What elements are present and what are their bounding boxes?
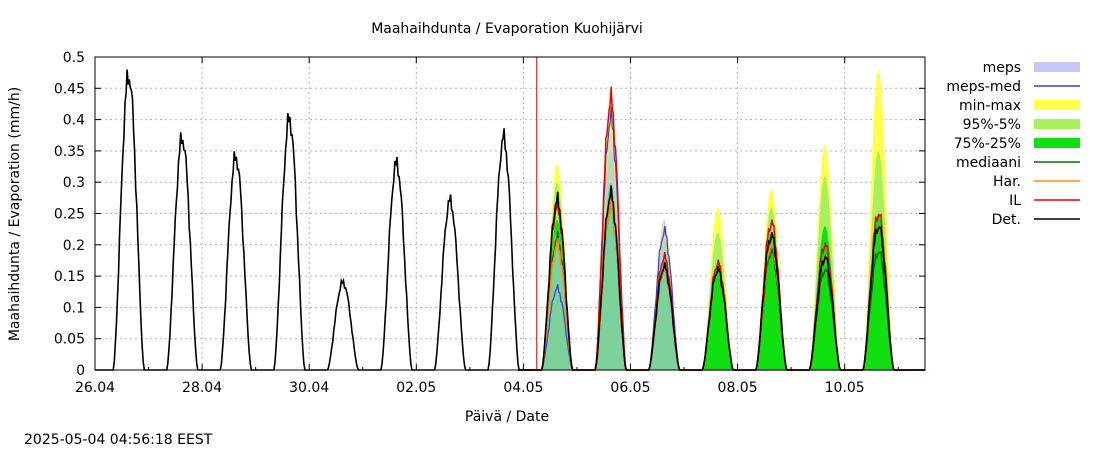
grid [95,57,925,370]
y-tick-label: 0.3 [63,175,85,191]
legend-label: meps [983,60,1021,76]
legend-swatch [1034,138,1080,148]
legend-label: meps-med [946,79,1021,95]
x-tick-label: 10.05 [825,380,865,396]
y-tick-label: 0.05 [54,332,85,348]
legend-swatch [1034,62,1080,72]
x-tick-label: 06.05 [610,380,650,396]
y-tick-label: 0.4 [63,113,85,129]
y-tick-label: 0.15 [54,269,85,285]
x-axis-label: Päivä / Date [465,409,549,425]
x-tick-label: 26.04 [75,380,115,396]
y-tick-label: 0.45 [54,81,85,97]
y-tick-label: 0.2 [63,238,85,254]
legend-label: Har. [993,174,1021,190]
y-tick-label: 0.25 [54,207,85,223]
x-tick-label: 02.05 [396,380,436,396]
x-tick-label: 08.05 [718,380,758,396]
legend-label: IL [1009,193,1021,209]
chart-title: Maahaihdunta / Evaporation Kuohijärvi [371,21,643,37]
y-tick-label: 0.5 [63,50,85,66]
timestamp: 2025-05-04 04:56:18 EEST [24,432,213,448]
x-tick-label: 04.05 [503,380,543,396]
legend-label: mediaani [956,155,1021,171]
x-tick-label: 30.04 [289,380,329,396]
forecast-bands [518,70,925,370]
legend-label: Det. [992,212,1021,228]
y-tick-label: 0 [76,363,85,379]
y-axis-label: Maahaihdunta / Evaporation (mm/h) [7,87,23,341]
legend: meps meps-med min-max 95%-5% 75%-25% mediaani… [946,60,1080,228]
legend-label: 75%-25% [954,136,1021,152]
line-observed [95,69,535,371]
legend-swatch [1034,119,1080,129]
y-tick-label: 0.35 [54,144,85,160]
legend-swatch [1034,100,1080,110]
x-tick-label: 28.04 [182,380,222,396]
axes: 0 0.05 0.1 0.15 0.2 0.25 0.3 0.35 0.4 0.45 0.5 26.0… [54,50,926,396]
y-tick-label: 0.1 [63,300,85,316]
legend-label: min-max [959,98,1021,114]
band-meps [518,132,925,370]
legend-label: 95%-5% [963,117,1021,133]
